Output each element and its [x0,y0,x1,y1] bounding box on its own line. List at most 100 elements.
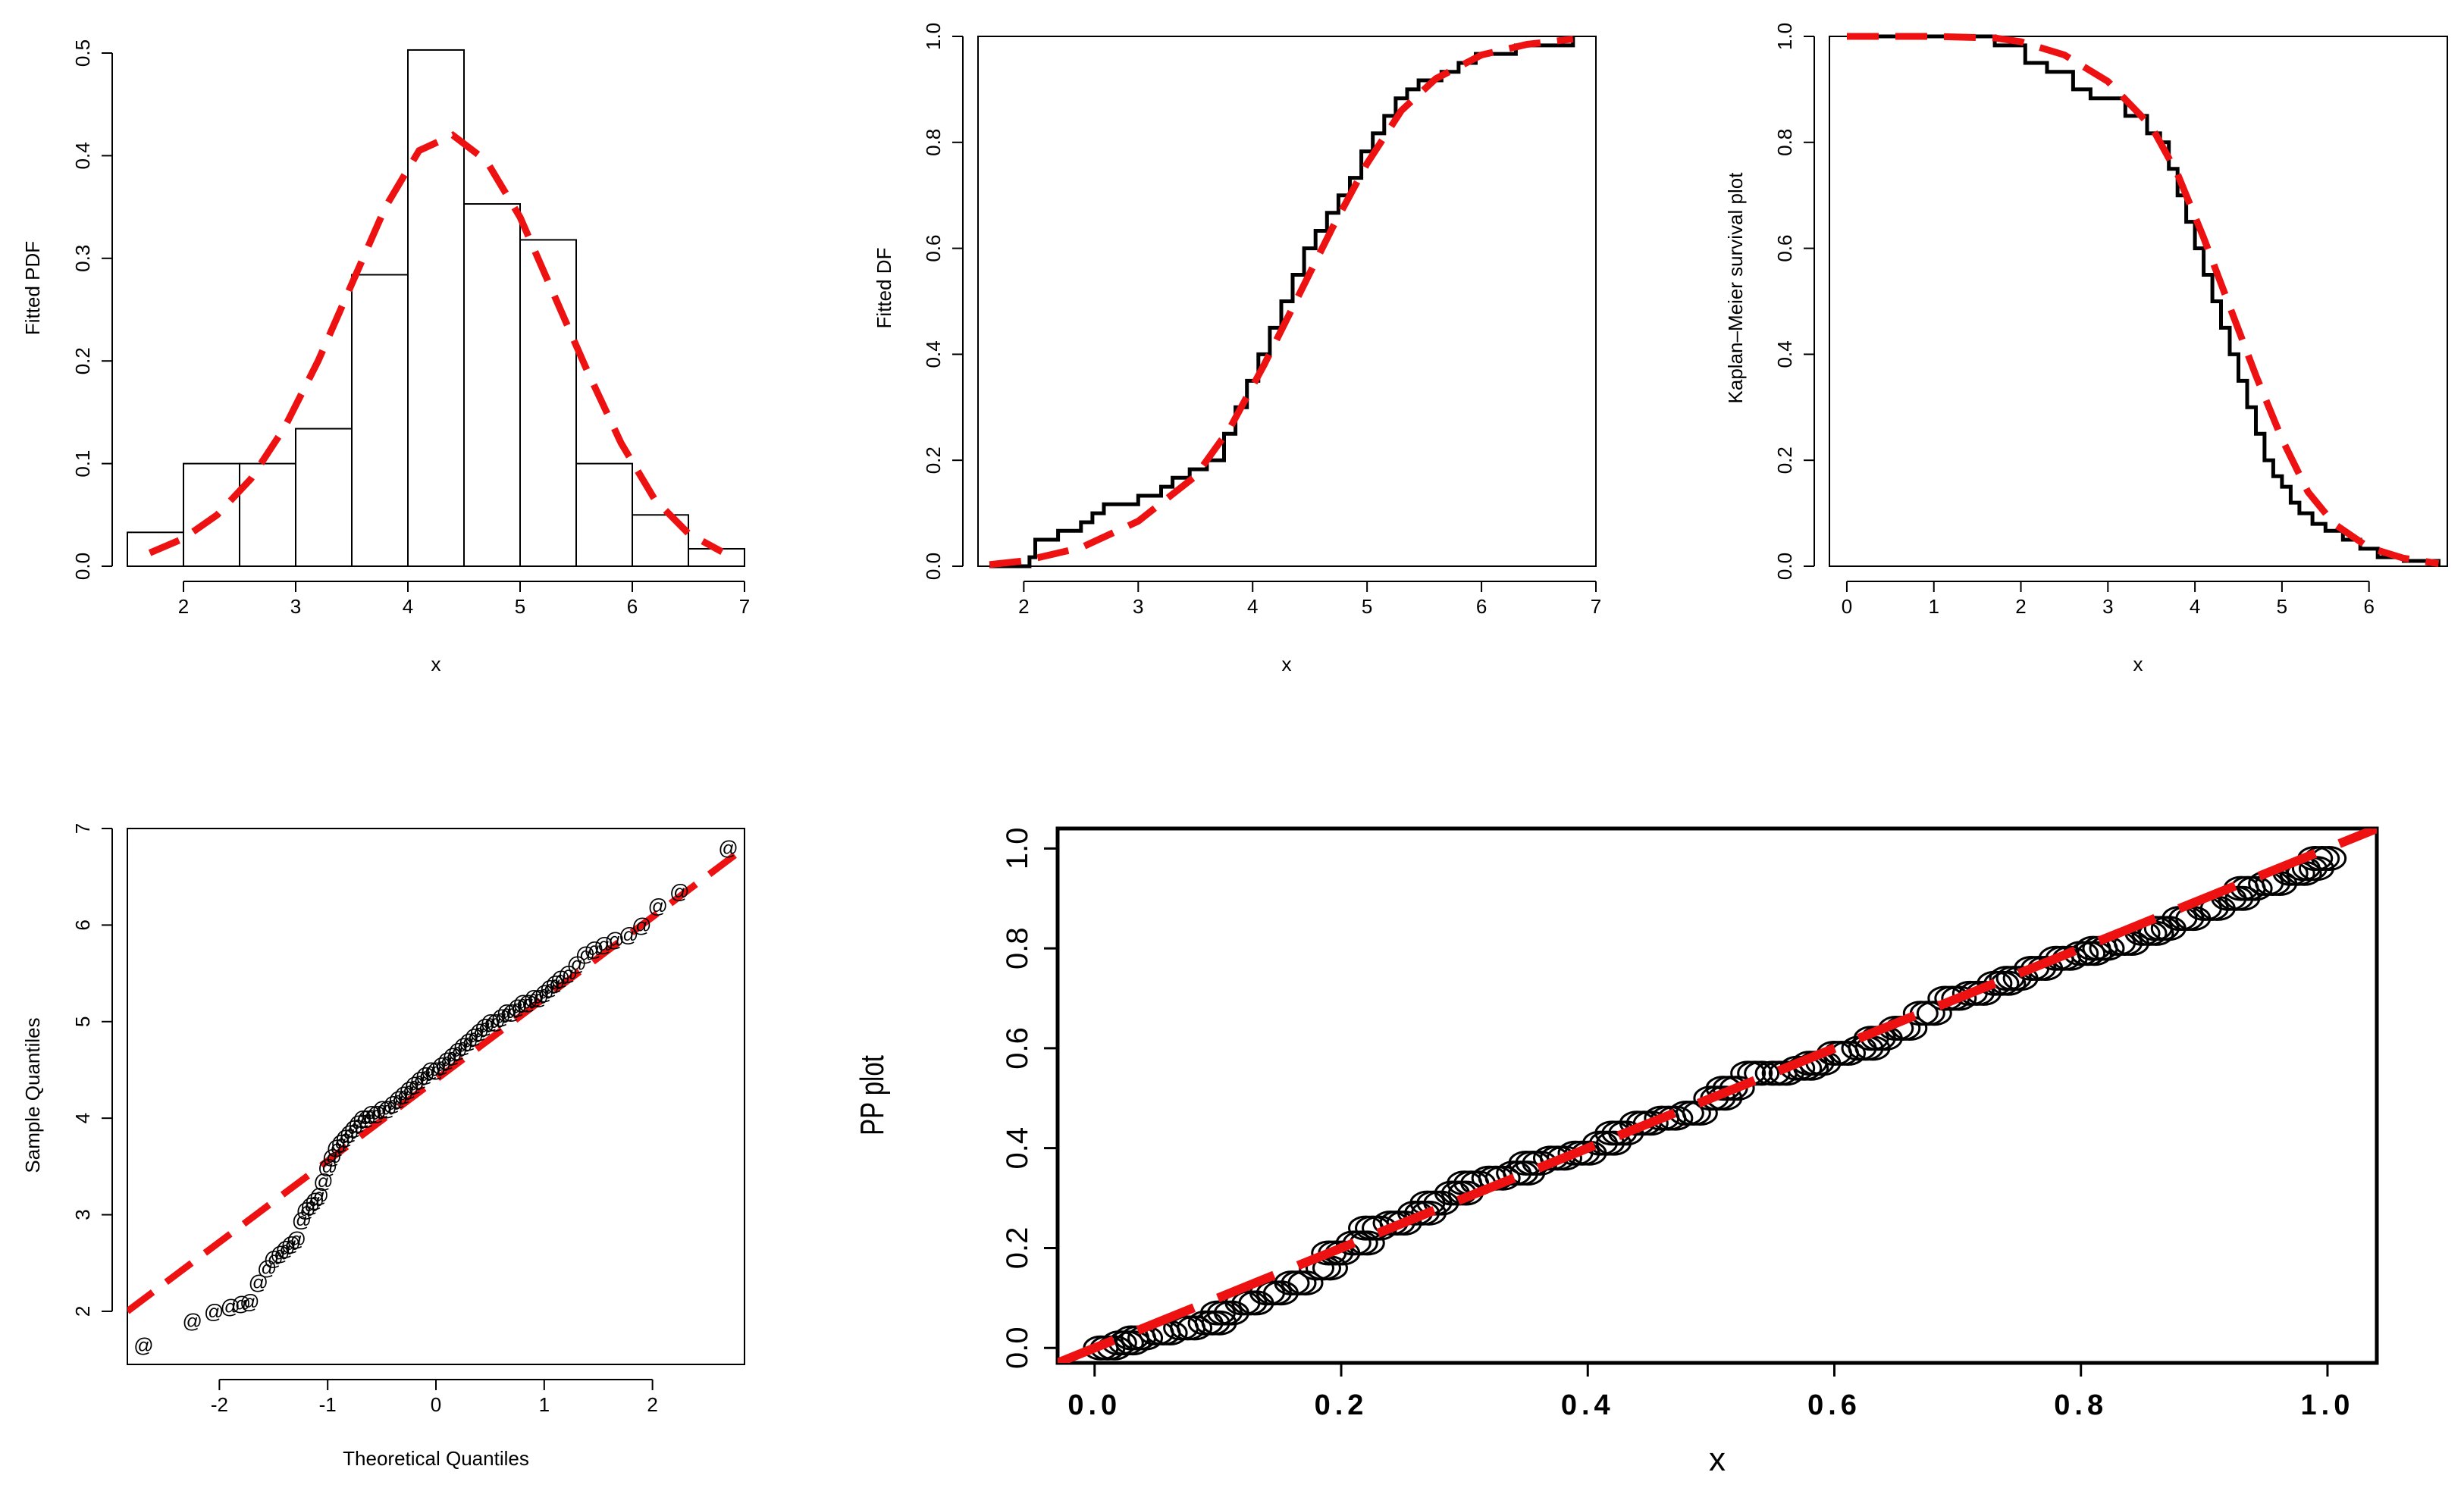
qq-point: @ [469,1020,489,1043]
qq-point: @ [453,1035,472,1057]
cdf-y-tick-label: 0.8 [922,129,945,156]
qq-point: @ [404,1073,424,1096]
qq-point: @ [292,1208,312,1231]
pp-point [1287,1270,1324,1296]
histogram-bar [351,274,409,567]
qq-point: @ [497,1001,516,1023]
qq-y-tick-label: 5 [71,1016,94,1027]
survival-x-tick-label: 4 [2190,595,2200,618]
cdf-x-tick-label: 4 [1247,595,1258,618]
pp-ylabel: PP plot [854,1055,892,1135]
cdf-x-tick-label: 2 [1018,595,1029,618]
fitted-survival-curve [1847,33,2440,567]
cdf-x-tick-label: 7 [1591,595,1601,618]
qq-point: @ [305,1189,324,1211]
qq-point: @ [353,1107,372,1129]
pp-point [1744,1060,1780,1086]
qq-point: @ [335,1126,355,1149]
qq-y-tick-label: 3 [71,1209,94,1220]
pdf-x-tick-label: 3 [290,595,301,618]
cdf-x-tick-label: 6 [1476,595,1487,618]
kaplan-meier-step [1847,34,2440,566]
pp-x-tick-label: 0.2 [1315,1389,1368,1421]
qq-point: @ [604,928,624,951]
qq-point: @ [318,1155,337,1178]
pp-plot-frame [1055,826,2379,1365]
qq-reference-line [127,844,745,1314]
qq-point: @ [399,1078,419,1101]
qq-y-tick-label: 4 [71,1113,94,1123]
qq-point: @ [322,1145,342,1168]
histogram-bar [463,203,521,567]
qq-point: @ [326,1135,346,1158]
pp-y-tick-label: 0.8 [1001,927,1034,969]
pp-point [2237,875,2273,901]
histogram-bar [575,462,633,567]
qq-point: @ [507,996,527,1019]
survival-x-tick-label: 5 [2277,595,2287,618]
qq-xlabel: Theoretical Quantiles [343,1447,529,1470]
qq-point: @ [431,1054,451,1076]
pdf-y-tick-label: 0.2 [71,347,94,374]
pp-point [1719,1076,1755,1101]
qq-point: @ [619,923,638,946]
survival-y-tick-label: 0.6 [1773,235,1796,262]
qq-point: @ [361,1102,381,1125]
qq-point: @ [220,1295,240,1318]
qq-point: @ [550,966,570,989]
histogram-bar [632,514,689,567]
pp-point [1170,1315,1206,1341]
qq-y-tick-label: 2 [71,1306,94,1317]
qq-y-tick-label: 7 [71,823,94,834]
qq-point: @ [240,1290,259,1313]
cdf-x-tick-label: 5 [1362,595,1372,618]
qq-x-tick-label: -1 [319,1393,337,1416]
qq-point: @ [270,1242,290,1265]
survival-y-tick-label: 0.4 [1773,340,1796,368]
pdf-y-tick-label: 0.1 [71,450,94,478]
pdf-x-tick-label: 5 [515,595,525,618]
qq-point: @ [475,1015,494,1038]
pp-point [1632,1110,1669,1136]
qq-point: @ [393,1082,413,1105]
cdf-xlabel: x [1282,653,1292,675]
pp-y-tick-label: 1.0 [1001,828,1034,870]
pp-reference-line [1058,829,2377,1363]
cdf-y-tick-label: 0.2 [922,446,945,474]
pdf-y-tick-label: 0.3 [71,245,94,272]
qq-point: @ [356,1107,376,1129]
qq-point: @ [523,986,543,1009]
qq-plot-frame [127,828,745,1365]
qq-point: @ [575,943,595,966]
qq-point: @ [558,962,578,985]
qq-point: @ [485,1010,505,1033]
pdf-x-tick-label: 7 [739,595,750,618]
qq-point: @ [409,1068,429,1091]
pp-y-tick-label: 0.0 [1001,1327,1034,1369]
qq-point: @ [447,1039,467,1062]
qq-point: @ [491,1005,510,1028]
qq-point: @ [331,1131,350,1154]
pdf-x-tick-label: 6 [627,595,638,618]
cdf-plot-frame [977,36,1597,567]
qq-point: @ [300,1194,320,1217]
pp-x-tick-label: 0.4 [1561,1389,1615,1421]
fitted-pdf-curve [148,131,724,556]
pp-y-tick-label: 0.4 [1001,1127,1034,1170]
qq-point: @ [632,913,651,936]
qq-point: @ [287,1227,306,1250]
survival-plot-frame [1829,36,2448,567]
qq-point: @ [534,982,554,1004]
survival-xlabel: x [2133,653,2143,675]
qq-point: @ [257,1257,277,1280]
survival-y-tick-label: 1.0 [1773,23,1796,50]
qq-point: @ [231,1292,251,1315]
cdf-y-tick-label: 0.4 [922,340,945,368]
pp-x-tick-label: 1.0 [2301,1389,2355,1421]
pp-x-tick-label: 0.8 [2054,1389,2108,1421]
pdf-ylabel: Fitted PDF [21,241,44,335]
histogram-bar [519,239,577,567]
qq-point: @ [340,1121,359,1144]
qq-point: @ [426,1058,446,1081]
